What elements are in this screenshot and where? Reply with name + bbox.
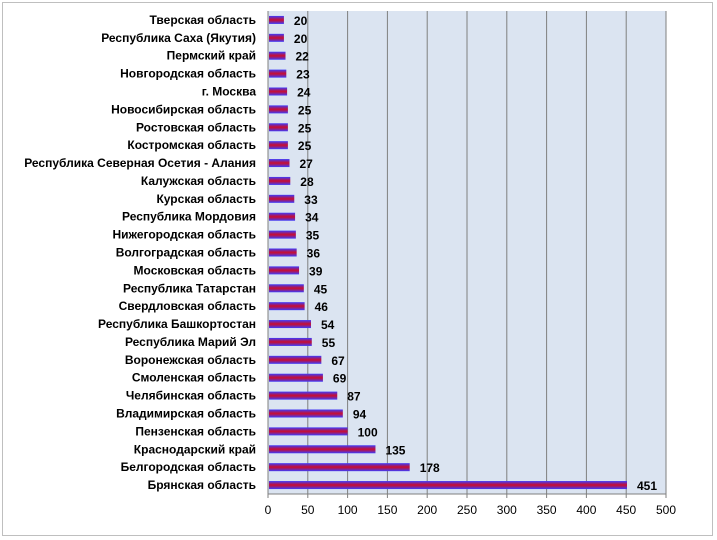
bar <box>269 176 291 185</box>
x-tick-label: 150 <box>377 503 397 517</box>
category-label: Республика Башкортостан <box>98 317 256 331</box>
value-label: 87 <box>347 390 361 404</box>
category-label: Брянская область <box>148 478 256 492</box>
x-tick-label: 100 <box>338 503 358 517</box>
x-tick-label: 250 <box>457 503 477 517</box>
bar <box>269 355 322 364</box>
category-label: Свердловская область <box>119 299 256 313</box>
bar <box>269 373 323 382</box>
bar <box>269 409 343 418</box>
bar <box>269 284 304 293</box>
bar <box>269 248 297 257</box>
value-label: 25 <box>298 121 312 135</box>
bar <box>269 320 311 329</box>
bar <box>269 69 287 78</box>
value-label: 100 <box>358 425 378 439</box>
category-label: Новосибирская область <box>111 102 256 116</box>
value-label: 55 <box>322 336 336 350</box>
bar <box>269 445 376 454</box>
value-label: 94 <box>353 408 367 422</box>
bar-chart: Тверская область Республика Саха (Якутия)… <box>24 11 676 517</box>
x-tick-label: 400 <box>576 503 596 517</box>
bar <box>269 15 284 24</box>
bar <box>269 141 288 150</box>
value-label: 178 <box>420 461 440 475</box>
value-label: 69 <box>333 372 347 386</box>
category-label: Пермский край <box>167 49 256 63</box>
category-label: Республика Саха (Якутия) <box>101 31 256 45</box>
value-label: 25 <box>298 103 312 117</box>
value-label: 33 <box>304 193 318 207</box>
category-label: Пензенская область <box>135 424 256 438</box>
x-tick-label: 450 <box>616 503 636 517</box>
bar <box>269 51 286 60</box>
bar <box>269 337 312 346</box>
value-label: 36 <box>307 247 321 261</box>
bar <box>269 230 296 239</box>
bar <box>269 463 410 472</box>
value-label: 39 <box>309 264 323 278</box>
x-tick-label: 0 <box>265 503 272 517</box>
bar <box>269 302 305 311</box>
category-label: Челябинская область <box>126 389 256 403</box>
category-label: Республика Мордовия <box>122 210 256 224</box>
bar <box>269 123 288 132</box>
category-label: Московская область <box>134 263 256 277</box>
category-label: Костромская область <box>127 138 256 152</box>
value-label: 35 <box>306 229 320 243</box>
value-label: 25 <box>298 139 312 153</box>
bar <box>269 87 288 96</box>
value-label: 135 <box>385 443 405 457</box>
x-tick-label: 500 <box>656 503 676 517</box>
bar <box>269 212 296 221</box>
bar <box>269 105 288 114</box>
category-label: Курская область <box>156 192 256 206</box>
bars <box>269 15 627 490</box>
bar <box>269 391 338 400</box>
bar <box>269 427 348 436</box>
category-label: Владимирская область <box>116 407 256 421</box>
category-label: Калужская область <box>141 174 256 188</box>
value-label: 27 <box>299 157 313 171</box>
x-tick-label: 300 <box>497 503 517 517</box>
bar <box>269 481 627 490</box>
value-label: 451 <box>637 479 657 493</box>
x-tick-label: 50 <box>301 503 315 517</box>
value-label: 54 <box>321 318 335 332</box>
x-axis-ticks: 0 50 100 150 200 250 300 350 400 450 500 <box>265 11 676 517</box>
value-label: 46 <box>315 300 329 314</box>
category-label: Смоленская область <box>132 371 256 385</box>
bar <box>269 194 295 203</box>
category-label: Новгородская область <box>120 67 256 81</box>
bar <box>269 159 290 168</box>
value-label: 67 <box>331 354 345 368</box>
value-label: 23 <box>296 68 310 82</box>
gridlines <box>267 11 667 494</box>
category-label: Волгоградская область <box>116 246 256 260</box>
value-label: 20 <box>294 14 308 28</box>
category-label: Белгородская область <box>121 460 256 474</box>
value-label: 34 <box>305 211 319 225</box>
bar <box>269 266 300 275</box>
value-labels: 20 20 22 23 24 25 25 25 27 28 33 34 35 36 39 45 46 54 55 67… <box>294 14 657 493</box>
category-label: Республика Северная Осетия - Алания <box>24 156 256 170</box>
x-tick-label: 350 <box>537 503 557 517</box>
x-tick-label: 200 <box>417 503 437 517</box>
category-label: Воронежская область <box>125 353 256 367</box>
value-label: 45 <box>314 282 328 296</box>
value-label: 24 <box>297 86 311 100</box>
category-labels: Тверская область Республика Саха (Якутия)… <box>24 13 256 492</box>
value-label: 28 <box>300 175 314 189</box>
category-label: Тверская область <box>150 13 256 27</box>
category-label: Нижегородская область <box>112 228 256 242</box>
category-label: Республика Марий Эл <box>125 335 256 349</box>
category-label: Краснодарский край <box>134 442 256 456</box>
value-label: 22 <box>296 50 310 64</box>
category-label: г. Москва <box>202 85 257 99</box>
value-label: 20 <box>294 32 308 46</box>
category-label: Республика Татарстан <box>123 281 256 295</box>
bar <box>269 33 284 42</box>
category-label: Ростовская область <box>136 120 256 134</box>
